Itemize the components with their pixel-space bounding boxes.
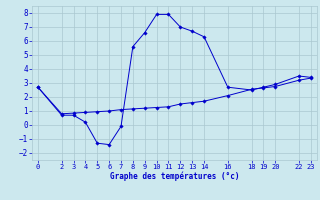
X-axis label: Graphe des températures (°c): Graphe des températures (°c) [110, 172, 239, 181]
